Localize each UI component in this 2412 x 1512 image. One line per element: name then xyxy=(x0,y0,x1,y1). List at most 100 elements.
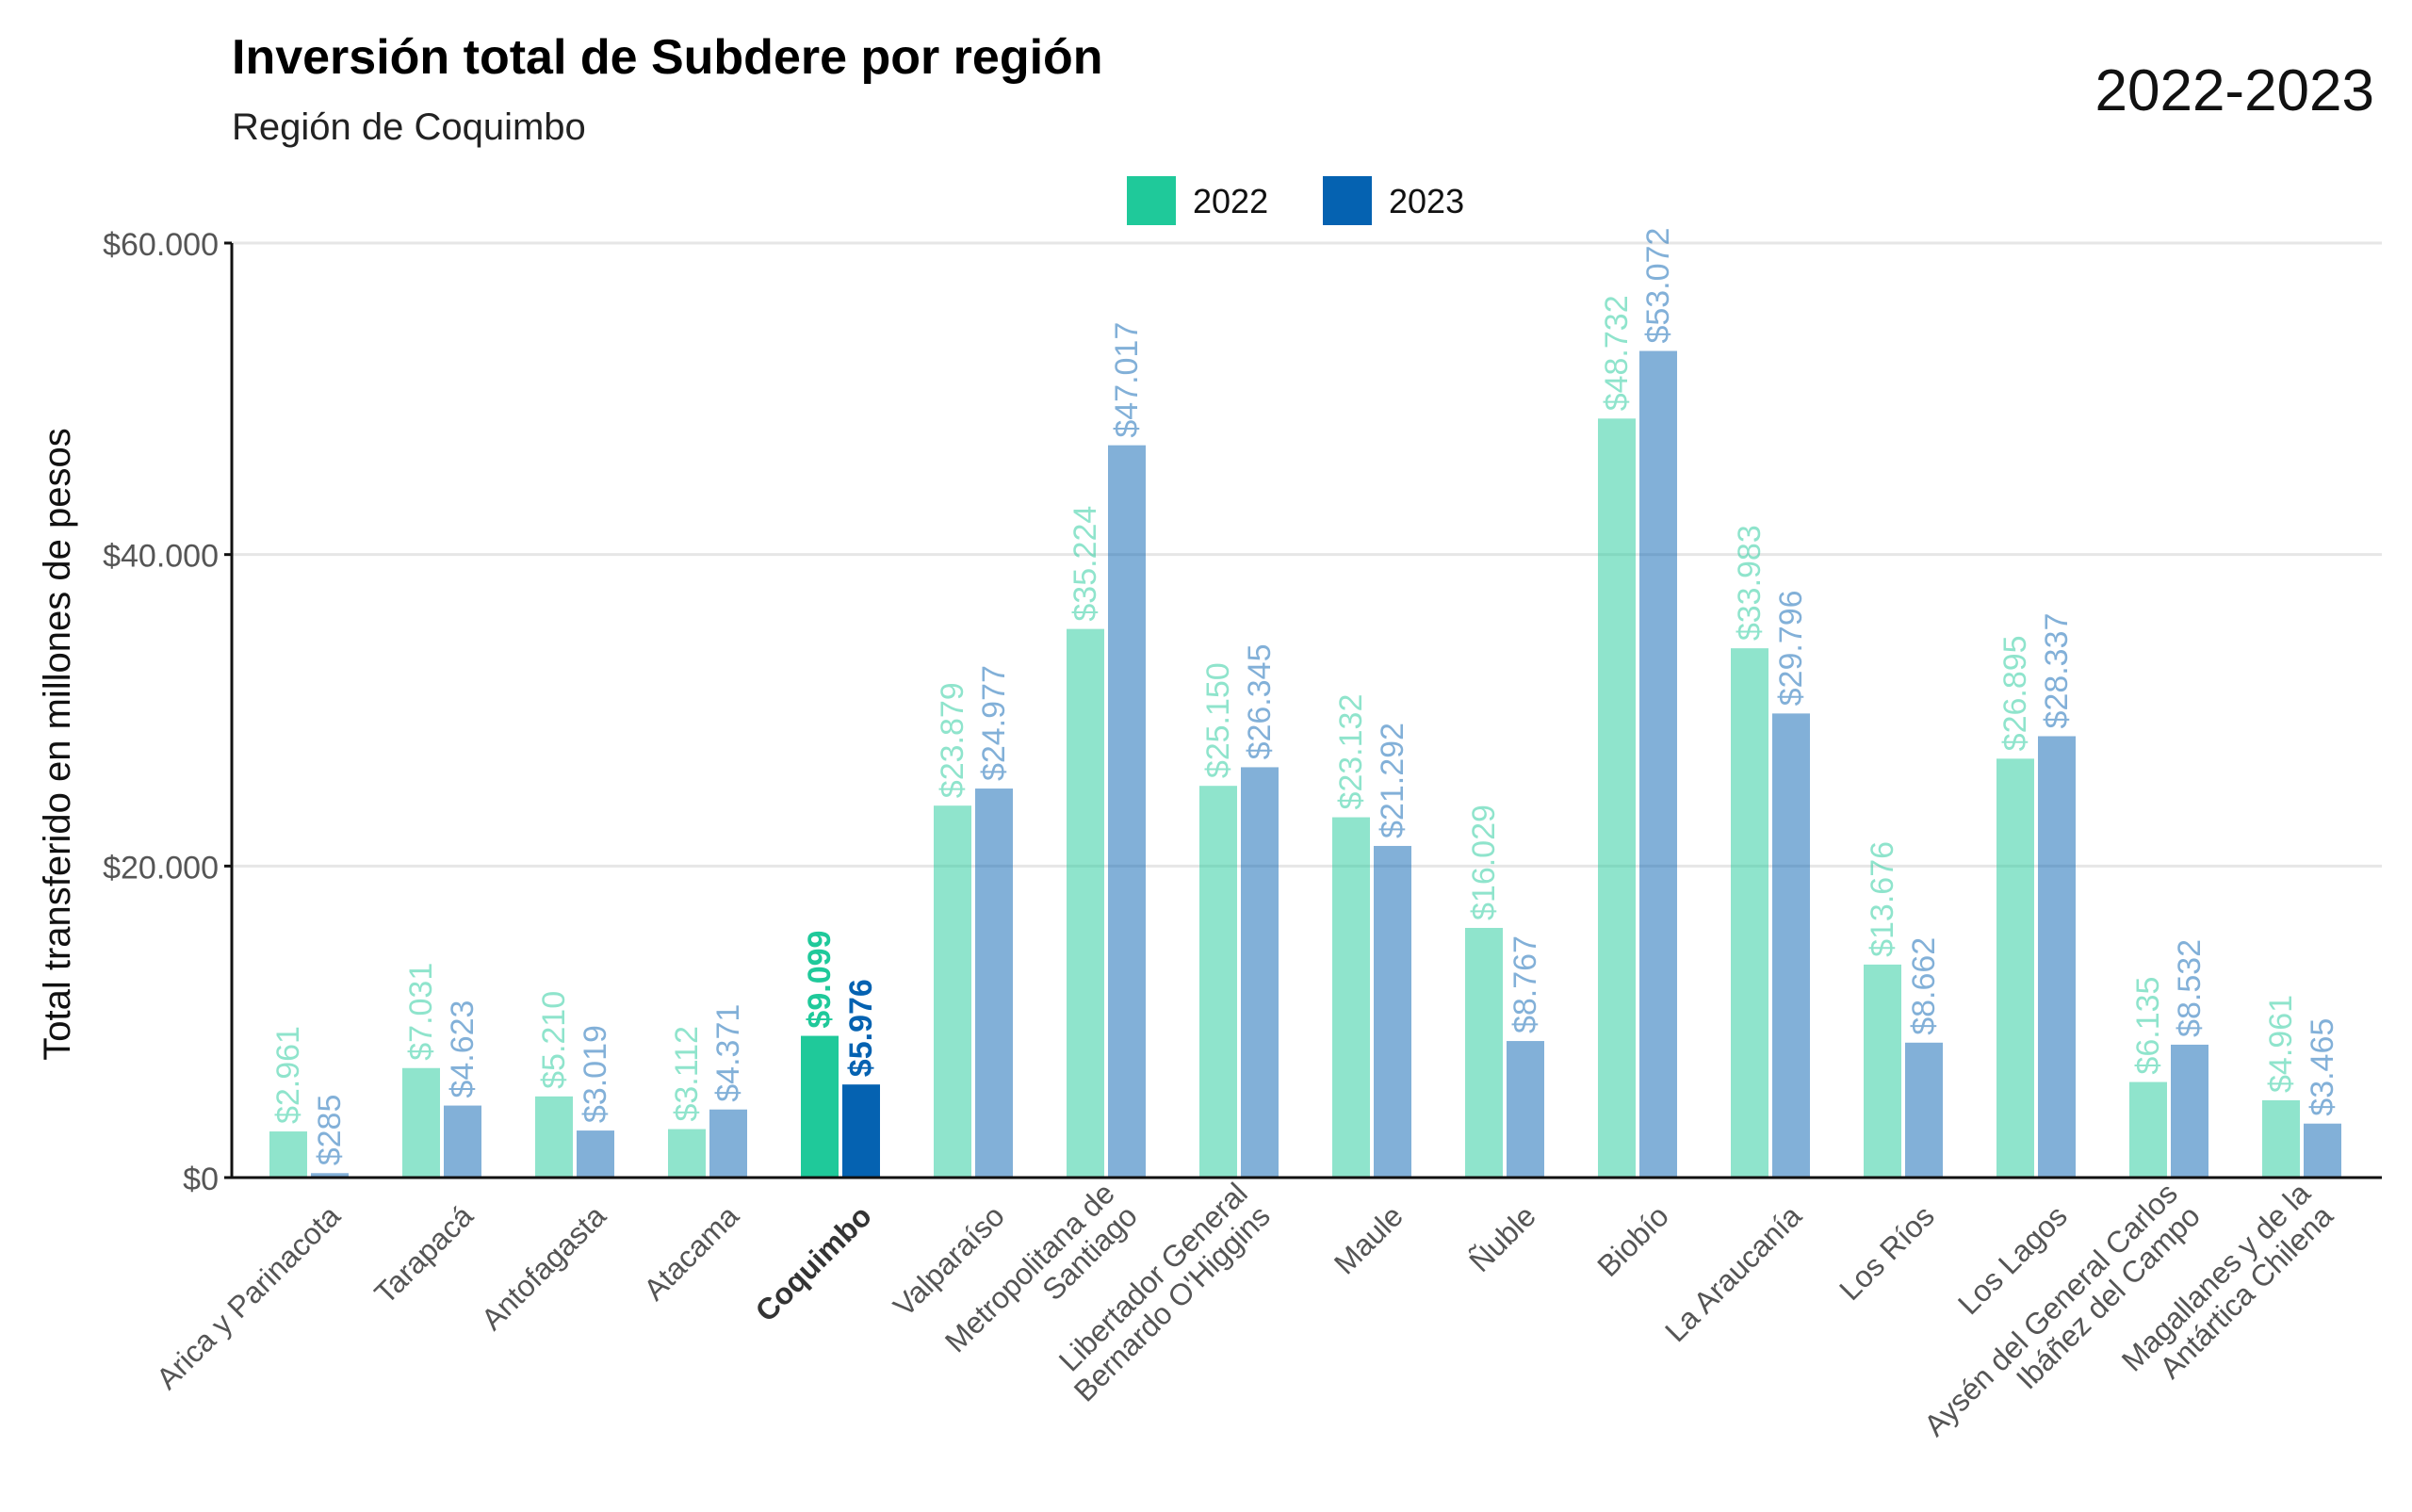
bar-value-label: $6.135 xyxy=(2130,977,2166,1075)
chart-legend: 2022 2023 xyxy=(1127,176,1464,225)
bar-2023 xyxy=(577,1130,614,1178)
bar-value-label: $33.983 xyxy=(1732,525,1768,641)
x-axis-tick-label-line: Atacama xyxy=(637,1198,745,1307)
y-axis-tick-label: $20.000 xyxy=(103,850,219,886)
bar-value-label: $28.337 xyxy=(2039,613,2075,729)
bar-value-label: $47.017 xyxy=(1109,322,1145,438)
bar-value-label: $4.623 xyxy=(445,1000,481,1098)
bar-2023 xyxy=(1639,350,1677,1178)
x-axis-tick-label: Maule xyxy=(1328,1198,1410,1280)
y-axis-tick-label: $60.000 xyxy=(103,227,219,263)
bar-value-label: $24.977 xyxy=(976,665,1012,781)
bar-2022 xyxy=(2129,1081,2167,1178)
bar-value-label: $285 xyxy=(312,1095,348,1166)
bar-2022 xyxy=(1598,418,1636,1178)
x-axis-tick-label-line: Biobío xyxy=(1590,1198,1675,1283)
bar-2022 xyxy=(269,1131,307,1178)
bar-value-label: $23.132 xyxy=(1333,694,1369,810)
bar-value-label: $3.465 xyxy=(2305,1018,2340,1116)
bar-2023 xyxy=(444,1105,481,1178)
bar-2023 xyxy=(1241,767,1279,1178)
bar-value-label: $7.031 xyxy=(403,963,439,1061)
bar-value-label: $23.879 xyxy=(935,682,970,798)
bar-2023 xyxy=(2304,1123,2341,1178)
x-axis-tick-label: Antofagasta xyxy=(475,1198,612,1336)
x-axis-tick-label: Atacama xyxy=(637,1198,745,1307)
bar-2022 xyxy=(1864,964,1901,1178)
bar-value-label: $26.345 xyxy=(1242,644,1278,760)
bar-2023 xyxy=(975,789,1013,1178)
chart-subtitle: Región de Coquimbo xyxy=(232,106,586,148)
bar-2022 xyxy=(1067,628,1104,1178)
bar-2023 xyxy=(1772,713,1810,1178)
bar-value-label: $53.072 xyxy=(1640,228,1676,344)
bar-2023 xyxy=(842,1084,880,1178)
legend-swatch-2022 xyxy=(1127,176,1176,225)
x-axis-tick-label-line: Maule xyxy=(1328,1198,1410,1280)
bar-value-label: $13.676 xyxy=(1865,841,1900,957)
bar-value-label: $4.961 xyxy=(2263,995,2299,1093)
bar-2022 xyxy=(2262,1099,2300,1178)
bar-2023 xyxy=(1507,1041,1544,1178)
bar-value-label: $3.019 xyxy=(578,1025,613,1123)
y-axis-tick-label: $0 xyxy=(183,1162,219,1197)
bars xyxy=(269,350,2341,1179)
bar-2023 xyxy=(1905,1042,1943,1178)
bar-2023 xyxy=(2038,736,2076,1178)
bar-2022 xyxy=(1996,758,2034,1178)
legend-label-2023: 2023 xyxy=(1389,182,1464,220)
bar-value-label: $35.224 xyxy=(1067,506,1103,622)
bar-value-label: $48.732 xyxy=(1599,295,1635,411)
bar-value-label: $8.767 xyxy=(1508,935,1543,1033)
x-axis-tick-label: Tarapacá xyxy=(367,1198,480,1310)
bar-value-label: $16.029 xyxy=(1466,805,1502,920)
x-axis-tick-label: Arica y Parinacota xyxy=(150,1198,347,1395)
x-axis-tick-label: La Araucanía xyxy=(1658,1198,1808,1348)
bar-2022 xyxy=(1465,927,1503,1178)
x-axis-tick-label: Ñuble xyxy=(1462,1198,1542,1278)
x-axis-tick-label-line: Ñuble xyxy=(1462,1198,1542,1278)
legend-label-2022: 2022 xyxy=(1193,182,1268,220)
chart-period: 2022-2023 xyxy=(2095,58,2375,123)
bar-value-label: $29.796 xyxy=(1773,590,1809,706)
y-axis-tick-label: $40.000 xyxy=(103,539,219,575)
bar-value-label: $9.099 xyxy=(802,931,838,1029)
bar-value-label: $21.292 xyxy=(1375,723,1410,838)
bar-2022 xyxy=(1731,648,1768,1178)
bar-2023 xyxy=(2171,1044,2208,1178)
bar-2022 xyxy=(1199,786,1237,1178)
y-axis-title: Total transferido en millones de pesos xyxy=(37,428,78,1060)
x-axis-tick-label-line: Coquimbo xyxy=(749,1198,878,1327)
bar-value-label: $25.150 xyxy=(1200,662,1236,778)
bar-2022 xyxy=(1332,817,1370,1178)
bar-2023 xyxy=(1108,445,1146,1179)
bar-2022 xyxy=(801,1035,839,1178)
x-axis-tick-label-line: Arica y Parinacota xyxy=(150,1198,347,1395)
bar-2022 xyxy=(668,1129,706,1178)
bar-value-label: $5.976 xyxy=(843,979,879,1077)
x-axis-tick-label: Biobío xyxy=(1590,1198,1675,1283)
x-axis-tick-label: Los Ríos xyxy=(1833,1198,1941,1307)
y-axis-tick-labels: $0 $20.000 $40.000 $60.000 xyxy=(103,227,232,1197)
bar-2022 xyxy=(535,1096,573,1178)
x-axis-tick-label: Coquimbo xyxy=(749,1198,878,1327)
bar-value-label: $3.112 xyxy=(669,1026,705,1121)
x-axis-tick-label-line: Antofagasta xyxy=(475,1198,612,1336)
bar-value-label: $5.210 xyxy=(536,991,572,1089)
x-axis-tick-label-line: Tarapacá xyxy=(367,1198,480,1310)
bar-value-labels: $2.961$285 $7.031 $4.623 $5.210 $3.019 $3.112… xyxy=(270,228,2340,1166)
bar-value-label: $26.895 xyxy=(1997,635,2033,751)
bar-2023 xyxy=(709,1109,747,1178)
bar-value-label: $8.662 xyxy=(1906,937,1942,1035)
x-axis-tick-label-line: Los Ríos xyxy=(1833,1198,1941,1307)
legend-swatch-2023 xyxy=(1323,176,1372,225)
bar-2023 xyxy=(1374,845,1411,1178)
bar-2023 xyxy=(311,1173,349,1178)
chart-title: Inversión total de Subdere por región xyxy=(232,30,1103,85)
bar-value-label: $4.371 xyxy=(710,1004,746,1102)
bar-value-label: $8.532 xyxy=(2172,939,2208,1037)
bar-value-label: $2.961 xyxy=(270,1026,306,1124)
